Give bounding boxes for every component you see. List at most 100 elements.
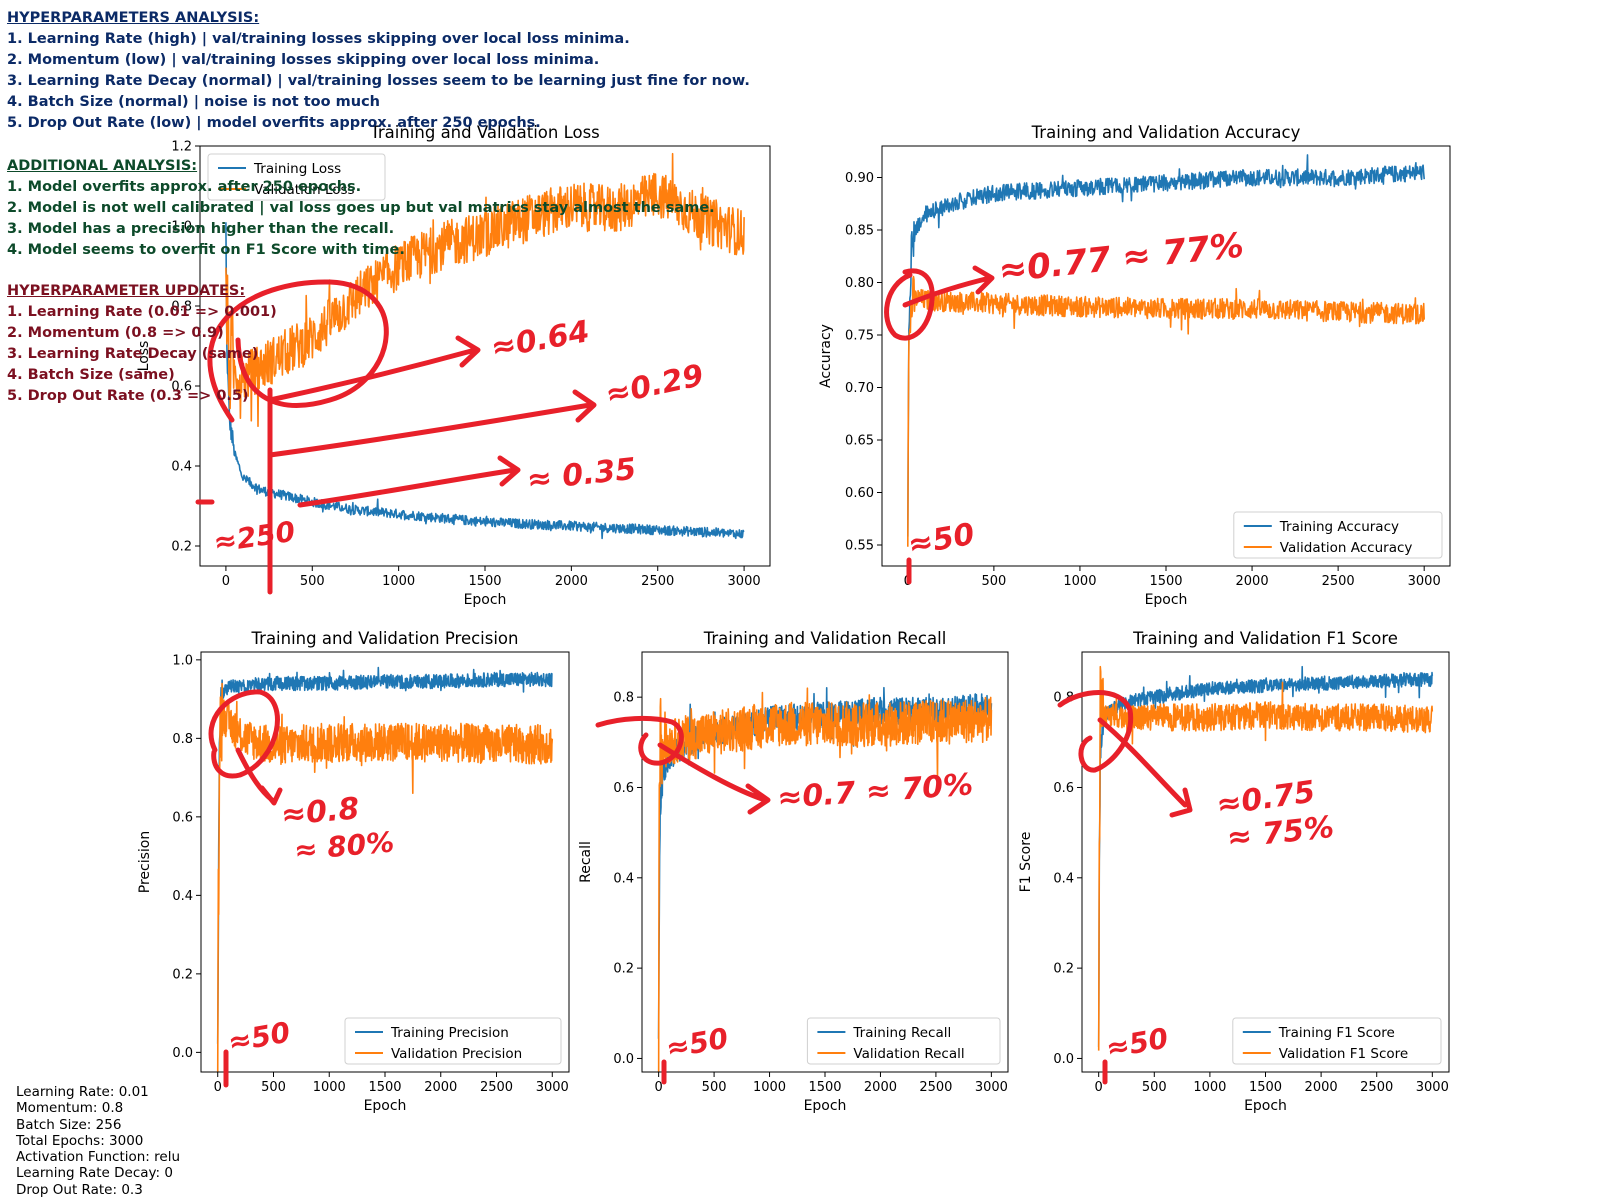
x-tick-label: 0	[1095, 1080, 1103, 1095]
x-axis-label: Epoch	[364, 1098, 407, 1114]
hand-annotations	[195, 265, 1193, 1088]
annotation-label: ≈50	[663, 1022, 730, 1065]
annotation-loop-icon	[207, 279, 389, 423]
legend: Training Loss Validation Loss	[207, 153, 386, 201]
x-tick-label: 500	[261, 1080, 286, 1095]
chart-f1: 0 500 1000 1500 2000 2500 30000.00.20.40.60.8T…	[1018, 629, 1450, 1114]
x-tick-label: 500	[981, 574, 1006, 589]
series-line-validation	[657, 687, 993, 1072]
annotation-label: ≈0.8	[280, 791, 361, 833]
chart-recall: 0 500 1000 1500 2000 2500 3000 0.0 0.2 0.4 0.6 0.8 T…	[578, 629, 1009, 1114]
y-tick-label: 0.75	[845, 329, 874, 344]
y-axis-label: Precision	[137, 831, 153, 893]
x-tick-label: 2000	[1305, 1080, 1338, 1095]
legend-label: Validation Precision	[391, 1046, 522, 1062]
legend: Training F1 Score Validation F1 Score	[1232, 1017, 1442, 1065]
annotation-loop-icon	[884, 268, 935, 341]
config-line: Momentum: 0.8	[16, 1100, 124, 1117]
additional-analysis-line: 1. Model overfits approx. after 250 epoc…	[7, 179, 362, 195]
hyperparameters-analysis-line: 3. Learning Rate Decay (normal) | val/tr…	[7, 73, 750, 89]
config-line: Learning Rate: 0.01	[16, 1084, 149, 1100]
hyperparameter-updates-note: HYPERPARAMETER UPDATES: 1. Learning Rate…	[7, 281, 277, 407]
x-tick-label: 500	[1142, 1080, 1167, 1095]
y-tick-label: 0.0	[1053, 1052, 1074, 1067]
x-tick-label: 1500	[1249, 1080, 1282, 1095]
hyperparameter-updates-line: 5. Drop Out Rate (0.3 => 0.5)	[7, 388, 249, 404]
hyperparameter-updates-line: 3. Learning Rate Decay (same)	[7, 346, 259, 362]
legend-box	[1233, 511, 1443, 559]
chart-title: Training and Validation Precision	[251, 629, 519, 648]
annotation-arrow-icon	[267, 389, 597, 458]
x-tick-label: 1000	[1193, 1080, 1226, 1095]
legend: Training Accuracy Validation Accuracy	[1233, 511, 1443, 559]
annotation-label: ≈ 80%	[293, 825, 396, 867]
y-tick-label: 0.0	[613, 1052, 634, 1067]
chart-accuracy: 0 500 1000 1500 2000 2500 30000.550.600.650.70…	[818, 123, 1451, 608]
annotation-label: ≈0.64	[488, 314, 592, 366]
series-line-training	[216, 666, 553, 1044]
chart-title: Training and Validation Accuracy	[1031, 123, 1301, 142]
x-tick-label: 1000	[313, 1080, 346, 1095]
annotation-arrow-icon	[235, 747, 283, 806]
x-tick-label: 2500	[641, 574, 674, 589]
additional-analysis-line: 4. Model seems to overfit on F1 Score wi…	[7, 242, 405, 258]
series-group	[216, 666, 554, 1072]
axes-frame	[200, 651, 570, 1073]
x-tick-label: 2000	[555, 574, 588, 589]
y-tick-label: 1.2	[171, 140, 192, 155]
annotation-label: ≈50	[225, 1016, 292, 1059]
y-tick-label: 0.8	[171, 300, 192, 315]
x-tick-label: 2000	[1236, 574, 1269, 589]
annotation-label: ≈0.7 ≈ 70%	[776, 767, 974, 816]
legend-label: Validation Loss	[254, 182, 355, 198]
x-tick-label: 3000	[975, 1080, 1008, 1095]
annotation-label: ≈50	[1103, 1022, 1170, 1065]
legend: Training Precision Validation Precision	[344, 1017, 562, 1065]
y-tick-label: 0.70	[845, 381, 874, 396]
x-tick-label: 2500	[1360, 1080, 1393, 1095]
y-tick-label: 0.2	[171, 540, 192, 555]
config-line: Activation Function: relu	[16, 1149, 181, 1166]
annotation-arrow-icon	[297, 455, 521, 508]
hyperparameters-analysis-line: 5. Drop Out Rate (low) | model overfits …	[7, 115, 541, 131]
y-tick-label: 1.0	[171, 220, 192, 235]
config-line: Batch Size: 256	[16, 1116, 122, 1133]
hyperparameter-updates-line: 1. Learning Rate (0.01 => 0.001)	[7, 304, 277, 320]
x-tick-label: 1500	[808, 1080, 841, 1095]
x-tick-label: 1000	[382, 574, 415, 589]
legend-label: Training Precision	[390, 1025, 509, 1041]
annotation-loop-icon	[595, 715, 684, 766]
x-tick-label: 0	[654, 1080, 662, 1095]
y-tick-label: 0.90	[845, 171, 874, 186]
x-axis-label: Epoch	[1145, 592, 1188, 608]
series-line-validation	[907, 275, 1425, 547]
series-line-validation	[216, 682, 554, 1072]
y-tick-label: 0.4	[1053, 871, 1074, 886]
hyperparameters-analysis-line: 2. Momentum (low) | val/training losses …	[7, 52, 600, 68]
y-axis-label: Accuracy	[818, 324, 834, 388]
series-line-training	[907, 154, 1425, 537]
annotation-arrow-icon	[657, 742, 771, 815]
y-tick-label: 0.8	[172, 732, 193, 747]
additional-analysis-line: 2. Model is not well calibrated | val lo…	[7, 200, 715, 216]
hyperparameters-analysis-line: 4. Batch Size (normal) | noise is not to…	[7, 94, 380, 110]
config-summary: Learning Rate: 0.01 Momentum: 0.8 Batch …	[16, 1084, 180, 1198]
y-tick-label: 0.4	[613, 871, 634, 886]
annotation-label: ≈ 0.35	[525, 452, 638, 498]
x-tick-label: 1500	[1149, 574, 1182, 589]
x-tick-label: 0	[214, 1080, 222, 1095]
y-tick-label: 0.80	[845, 276, 874, 291]
y-tick-label: 0.6	[1053, 781, 1074, 796]
hyperparameter-updates-line: 4. Batch Size (same)	[7, 367, 175, 383]
y-tick-label: 0.2	[172, 967, 193, 982]
chart-title: Training and Validation Loss	[369, 123, 600, 142]
legend-label: Training Recall	[852, 1025, 951, 1041]
x-axis-label: Epoch	[1244, 1098, 1287, 1114]
x-tick-label: 2000	[424, 1080, 457, 1095]
hyperparameters-analysis-line: 1. Learning Rate (high) | val/training l…	[7, 31, 630, 47]
annotation-label: ≈0.29	[602, 358, 706, 413]
series-group	[907, 154, 1425, 547]
config-line: Drop Out Rate: 0.3	[16, 1181, 143, 1198]
y-axis-label: F1 Score	[1018, 832, 1034, 893]
